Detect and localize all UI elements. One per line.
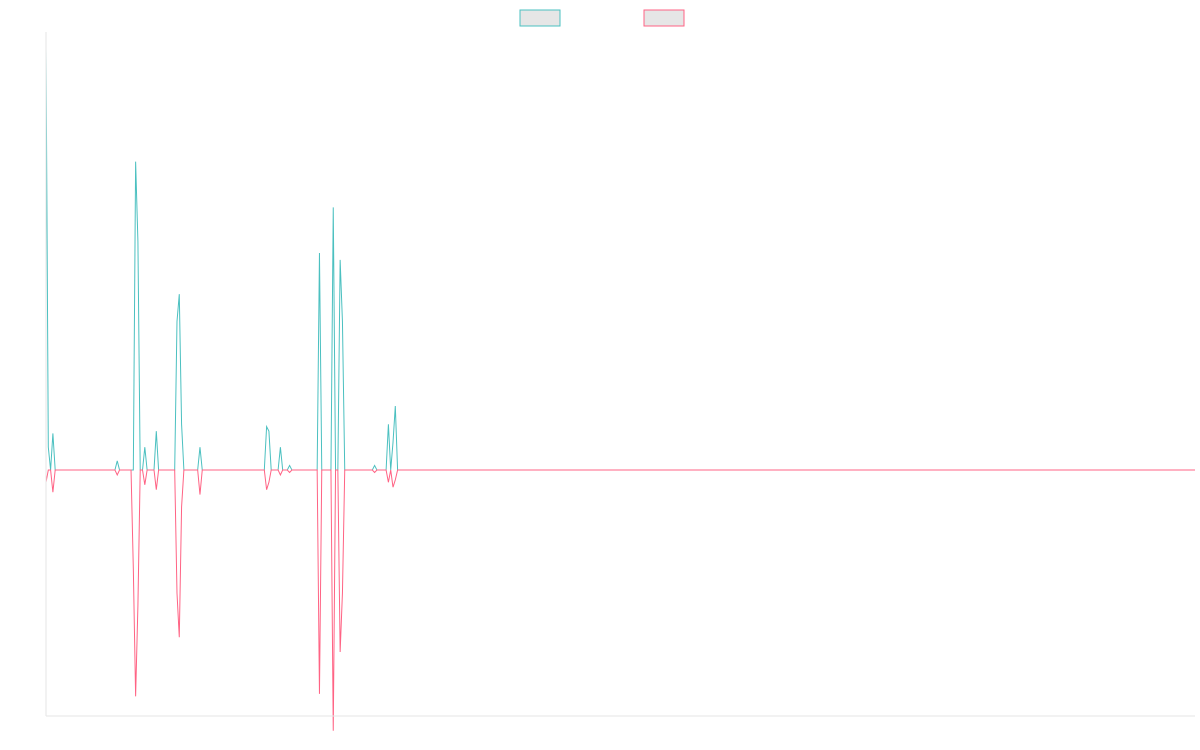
series-layer [45, 47, 1195, 731]
series-line-1 [45, 47, 1195, 471]
legend [519, 9, 685, 27]
legend-swatch-1[interactable] [519, 9, 561, 27]
legend-swatch-2[interactable] [643, 9, 685, 27]
series-line-2 [45, 469, 1195, 731]
